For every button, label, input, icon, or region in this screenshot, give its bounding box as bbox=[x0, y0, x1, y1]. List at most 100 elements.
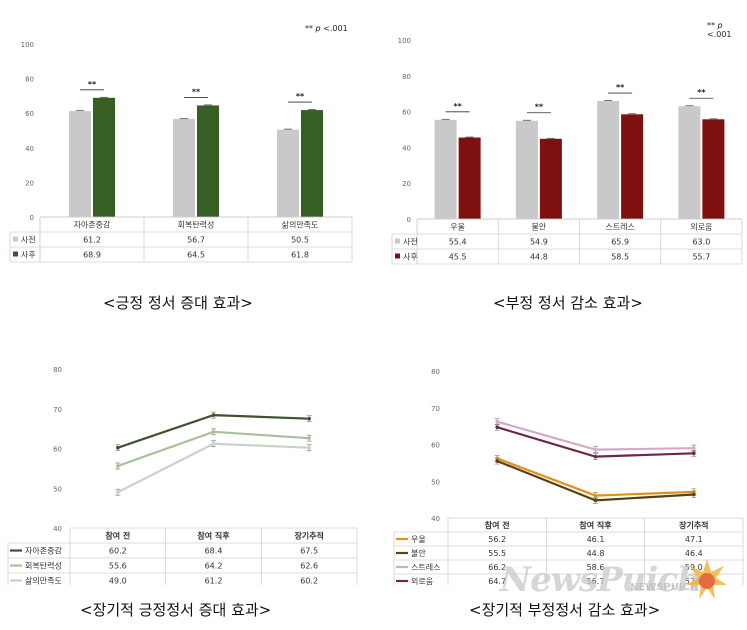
table-value: 55.7 bbox=[692, 253, 710, 262]
caption-positive-effect: <긍정 정서 증대 효과> bbox=[103, 294, 253, 312]
table-value: 49.0 bbox=[109, 577, 127, 586]
table-value: 64.2 bbox=[205, 562, 223, 571]
y-tick-label: 60 bbox=[402, 109, 411, 117]
y-tick-label: 50 bbox=[431, 478, 440, 486]
series-line bbox=[496, 457, 694, 497]
table-value: 55.6 bbox=[109, 562, 127, 571]
table-value: 56.7 bbox=[587, 577, 605, 585]
y-tick-label: 40 bbox=[402, 144, 411, 152]
newspuich-watermark-logo: NewsPuich NEWSPUICH bbox=[500, 556, 740, 606]
caption-negative-effect: <부정 정서 감소 효과> bbox=[493, 294, 643, 312]
long-term-negative-line-panel: 40 50 60 70 80 참여 전 참여 직후 장기추적 우울 56.2 46.1 47.1 불안 5… bbox=[377, 355, 747, 585]
bar-pre bbox=[678, 106, 701, 219]
legend-swatch bbox=[13, 236, 18, 242]
table-value: 64.7 bbox=[488, 577, 506, 585]
watermark-sub: NEWSPUICH bbox=[630, 582, 699, 593]
table-value: 61.8 bbox=[291, 251, 309, 260]
series-name: 회복탄력성 bbox=[25, 561, 62, 571]
table-value: 66.2 bbox=[488, 563, 506, 572]
category-label: 스트레스 bbox=[605, 223, 634, 232]
category-label: 자아존중감 bbox=[74, 220, 111, 230]
category-label: 참여 전 bbox=[105, 531, 130, 541]
bar-post bbox=[197, 105, 219, 217]
category-label: 삶의만족도 bbox=[282, 220, 319, 230]
series-name: 우울 bbox=[411, 535, 426, 544]
data-point bbox=[211, 413, 216, 417]
y-tick-label: 80 bbox=[25, 76, 34, 84]
y-tick-label: 60 bbox=[53, 446, 62, 454]
significance-note: ** p <.001 bbox=[305, 24, 348, 33]
table-value: 47.1 bbox=[685, 535, 703, 544]
series-name: 사전 bbox=[21, 235, 36, 245]
data-point bbox=[307, 436, 311, 440]
y-tick-label: 0 bbox=[30, 214, 34, 222]
category-label: 참여 직후 bbox=[197, 531, 230, 541]
category-label: 회복탄력성 bbox=[178, 220, 215, 230]
y-tick-label: 60 bbox=[25, 110, 34, 118]
series-line bbox=[117, 442, 310, 494]
data-point bbox=[692, 451, 696, 456]
data-point bbox=[692, 492, 696, 497]
table-value: 54.9 bbox=[530, 238, 548, 247]
bar-pre bbox=[515, 120, 538, 219]
legend-swatch bbox=[13, 251, 18, 257]
caption-long-term-positive: <장기적 긍정정서 증대 효과> bbox=[80, 601, 272, 619]
table-value: 45.5 bbox=[449, 253, 467, 262]
category-label: 장기추적 bbox=[679, 520, 708, 530]
sunburst-icon bbox=[687, 559, 727, 599]
y-tick-label: 70 bbox=[53, 406, 62, 414]
y-tick-label: 40 bbox=[25, 145, 34, 153]
data-point bbox=[116, 464, 120, 468]
data-point bbox=[495, 419, 499, 424]
y-tick-label: 40 bbox=[53, 525, 62, 533]
table-value: 62.6 bbox=[300, 562, 318, 571]
bar-post bbox=[458, 137, 481, 219]
y-tick-label: 80 bbox=[402, 73, 411, 81]
table-value: 63.0 bbox=[692, 238, 710, 247]
data-point bbox=[692, 446, 696, 450]
table-value: 60.2 bbox=[300, 577, 318, 586]
table-value: 67.5 bbox=[300, 547, 318, 556]
data-point bbox=[211, 441, 216, 446]
table-value: 56.2 bbox=[488, 535, 506, 544]
table-value: 50.5 bbox=[291, 236, 309, 245]
significance-marker: ** bbox=[535, 103, 544, 112]
bar-pre bbox=[173, 118, 195, 217]
y-tick-label: 100 bbox=[21, 41, 34, 49]
bar-pre bbox=[597, 101, 620, 219]
table-value: 58.5 bbox=[611, 253, 629, 262]
legend-swatch bbox=[395, 238, 400, 244]
significance-marker: ** bbox=[697, 88, 706, 97]
data-point bbox=[593, 447, 598, 452]
legend-swatch bbox=[395, 253, 400, 259]
caption-long-term-negative: <장기적 부정정서 감소 효과> bbox=[469, 601, 661, 619]
table-value: 56.7 bbox=[187, 236, 205, 245]
y-tick-label: 40 bbox=[431, 515, 440, 523]
y-tick-label: 20 bbox=[25, 179, 34, 187]
y-tick-label: 80 bbox=[431, 368, 440, 376]
bar-post bbox=[93, 97, 115, 217]
data-point bbox=[307, 445, 311, 450]
category-label: 참여 전 bbox=[485, 520, 510, 530]
significance-note: ** p <.001 bbox=[707, 21, 732, 39]
data-point bbox=[593, 454, 598, 459]
long-term-positive-line-panel: 40 50 60 70 80 참여 전 참여 직후 장기추적 자아존중감 60.2 68.4 67.5… bbox=[0, 355, 370, 585]
table-value: 44.8 bbox=[530, 253, 548, 262]
bar-pre bbox=[69, 111, 91, 217]
table-value: 60.2 bbox=[109, 547, 127, 556]
table-value: 61.2 bbox=[205, 577, 223, 586]
positive-emotion-bar-panel: ** p <.001 0 20 40 60 80 100 ** ** ** 자아존중감 회복탄력성 삶… bbox=[0, 0, 370, 280]
table-value: 65.9 bbox=[611, 238, 629, 247]
data-point bbox=[495, 459, 499, 463]
significance-marker: ** bbox=[616, 83, 625, 92]
category-label: 참여 직후 bbox=[579, 520, 612, 530]
data-point bbox=[593, 493, 598, 498]
bar-pre bbox=[434, 119, 457, 219]
series-name: 자아존중감 bbox=[25, 546, 62, 556]
y-tick-label: 50 bbox=[53, 485, 62, 493]
bar-post bbox=[301, 110, 323, 217]
series-name: 삶의만족도 bbox=[25, 576, 62, 586]
